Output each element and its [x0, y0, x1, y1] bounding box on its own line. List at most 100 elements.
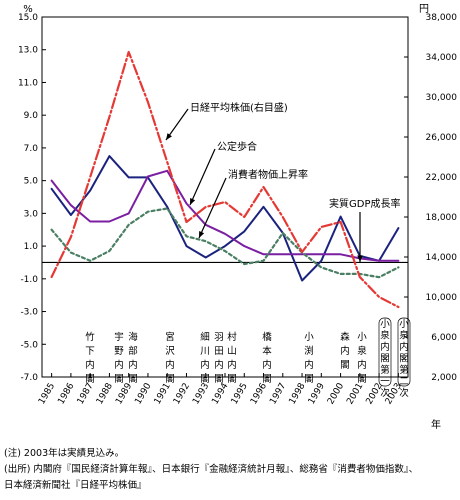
cabinet-char: 第	[399, 364, 409, 376]
x-tick-label: 2000	[326, 381, 346, 406]
right-tick-label: 2,000	[431, 373, 457, 383]
cabinet-char: 細	[200, 331, 210, 343]
cabinet-char: 内	[85, 359, 95, 371]
right-tick-label: 10,000	[426, 293, 458, 303]
left-tick-label: -1.0	[20, 275, 38, 285]
cabinet-char: 内	[214, 359, 224, 371]
annotation-label-2: 消費者物価上昇率	[228, 168, 308, 181]
cabinet-char: 泉	[399, 330, 409, 342]
left-tick-label: 5.0	[24, 177, 39, 187]
left-tick-label: 11.0	[18, 78, 38, 88]
series-line-3	[50, 50, 400, 309]
cabinet-char: 閣	[304, 374, 314, 385]
cabinet-char: 内	[227, 359, 237, 371]
right-unit-label: 円	[419, 4, 429, 15]
x-unit-label: 年	[431, 418, 441, 431]
cabinet-char: 閣	[399, 354, 409, 365]
right-tick-label: 14,000	[426, 253, 458, 263]
right-tick-label: 26,000	[426, 133, 458, 143]
x-tick-label: 1993	[191, 382, 211, 407]
left-tick-label: 13.0	[18, 46, 38, 56]
annotation-arrow-3-head	[357, 255, 363, 262]
cabinet-char: 野	[114, 346, 124, 357]
cabinet-char: 閣	[114, 374, 124, 385]
annotation-arrow-1-line	[189, 148, 216, 206]
cabinet-char: 一	[380, 377, 390, 388]
cabinet-char: 内	[357, 359, 367, 371]
cabinet-char: 内	[128, 359, 138, 371]
x-tick-label: 1996	[249, 381, 269, 406]
x-tick-label: 1994	[210, 381, 230, 406]
cabinet-char: 泉	[380, 330, 390, 342]
cabinet-char: 山	[227, 346, 237, 357]
cabinet-char: 小	[357, 332, 367, 343]
left-tick-label: 1.0	[24, 242, 39, 252]
x-tick-label: 1992	[172, 382, 192, 407]
left-tick-label: -3.0	[20, 308, 38, 318]
cabinet-char: 内	[165, 359, 175, 371]
source-text-2: 日本経済新聞社『日経平均株価』	[4, 480, 147, 491]
cabinet-char: 閣	[128, 374, 138, 385]
cabinet-char: 海	[128, 331, 138, 343]
right-tick-label: 38,000	[426, 13, 458, 23]
cabinet-char: 部	[128, 345, 138, 357]
cabinet-char: 本	[262, 345, 272, 357]
x-tick-label: 1998	[288, 381, 308, 406]
left-unit-label: %	[23, 4, 33, 15]
cabinet-char: 内	[262, 359, 272, 371]
x-tick-label: 2001	[345, 382, 365, 407]
plot-frame	[41, 16, 409, 378]
cabinet-char: 内	[200, 359, 210, 371]
x-tick-label: 1987	[76, 382, 96, 407]
cabinet-char: 竹	[85, 331, 95, 343]
cabinet-char: 橋	[262, 331, 272, 343]
annotation-arrow-2-head	[199, 231, 205, 238]
cabinet-char: 内	[114, 359, 124, 371]
cabinet-char: 閣	[214, 374, 224, 385]
cabinet-char: 閣	[380, 354, 390, 365]
cabinet-char: 閣	[227, 374, 237, 385]
cabinet-char: 閣	[200, 374, 210, 385]
cabinet-char: 渕	[304, 345, 314, 357]
series-line-0	[50, 155, 400, 282]
cabinet-char: 第	[380, 364, 390, 376]
annotation-label-3: 実質GDP成長率	[329, 197, 400, 210]
cabinet-char: 小	[304, 332, 314, 343]
x-tick-label: 1999	[307, 381, 327, 406]
left-tick-label: 7.0	[24, 144, 39, 154]
cabinet-char: 内	[399, 341, 409, 353]
chart-notes: (注) 2003年は実績見込み。 (出所) 内閣府『国民経済計算年報』、日本銀行…	[4, 446, 456, 494]
left-tick-label: 15.0	[18, 13, 38, 23]
cabinet-char: 村	[227, 331, 237, 343]
economic-indicators-chart: % 円年 15.0 13.0 11.0 9.0 7.0 5.0 3.0 1.0 -1.0 -3.0 -…	[18, 4, 458, 431]
left-tick-label: -5.0	[20, 340, 38, 350]
right-tick-label: 30,000	[426, 93, 458, 103]
cabinet-char: 閣	[357, 374, 367, 385]
x-tick-label: 1988	[95, 381, 115, 406]
x-tick-label: 1985	[37, 382, 57, 407]
left-tick-label: 9.0	[24, 111, 39, 121]
cabinet-bracket-11	[378, 317, 392, 387]
cabinet-char: 宮	[165, 331, 175, 343]
cabinet-char: 閣	[262, 374, 272, 385]
annotation-arrow-2-line	[198, 177, 227, 239]
x-tick-label: 1997	[268, 382, 288, 407]
x-tick-label: 1989	[114, 381, 134, 406]
series-line-1	[50, 169, 400, 262]
right-tick-label: 22,000	[426, 173, 458, 183]
x-tick-label: 1995	[230, 382, 250, 407]
x-tick-label: 1991	[153, 382, 173, 407]
cabinet-char: 泉	[357, 345, 367, 357]
cabinet-char: 宇	[114, 331, 124, 343]
cabinet-char: 次	[399, 387, 409, 399]
cabinet-char: 小	[380, 319, 390, 330]
annotation-arrow-1-head	[190, 198, 196, 205]
cabinet-char: 田	[214, 346, 224, 357]
cabinet-char: 沢	[165, 345, 175, 357]
cabinet-char: 森	[340, 331, 350, 343]
cabinet-char: 羽	[214, 332, 224, 343]
cabinet-char: 閣	[165, 374, 175, 385]
cabinet-char: 二	[399, 377, 409, 388]
annotation-arrow-0-head	[166, 133, 172, 140]
note-text: (注) 2003年は実績見込み。	[4, 448, 125, 459]
